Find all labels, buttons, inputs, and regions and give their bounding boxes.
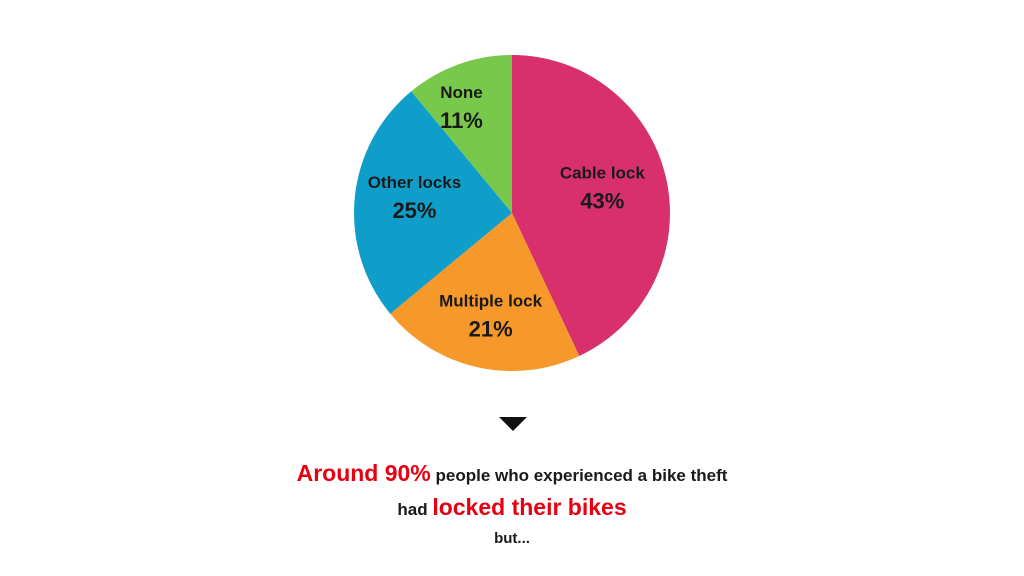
slice-value-label: 11% [440,108,483,133]
slice-name-label: Other locks [368,173,462,192]
caption-line-1: Around 90% people who experienced a bike… [0,460,1024,487]
pie-slice-multiple-lock [390,213,580,372]
pie-labels: Cable lock 43% Multiple lock 21% Other locks… [368,83,646,342]
caption-line-2-prefix: had [397,500,433,519]
pie-slice-cable-lock [512,55,670,356]
pie-slice-other-locks [354,91,512,314]
slice-value-label: 43% [580,189,624,214]
slice-name-label: None [440,83,483,102]
caption-highlight-locked: locked their bikes [432,494,627,520]
slice-value-label: 21% [469,317,513,342]
pie-slice-none [411,55,512,213]
pie-slices [354,55,670,372]
slice-value-label: 25% [392,198,436,223]
slice-name-label: Multiple lock [439,292,543,311]
slice-name-label: Cable lock [560,164,646,183]
down-triangle-icon [499,417,527,431]
caption-line-1-text: people who experienced a bike theft [430,466,728,485]
caption-line-2: had locked their bikes [0,494,1024,521]
caption-highlight-percent: Around 90% [296,460,431,486]
caption-line-3: but... [494,530,530,547]
